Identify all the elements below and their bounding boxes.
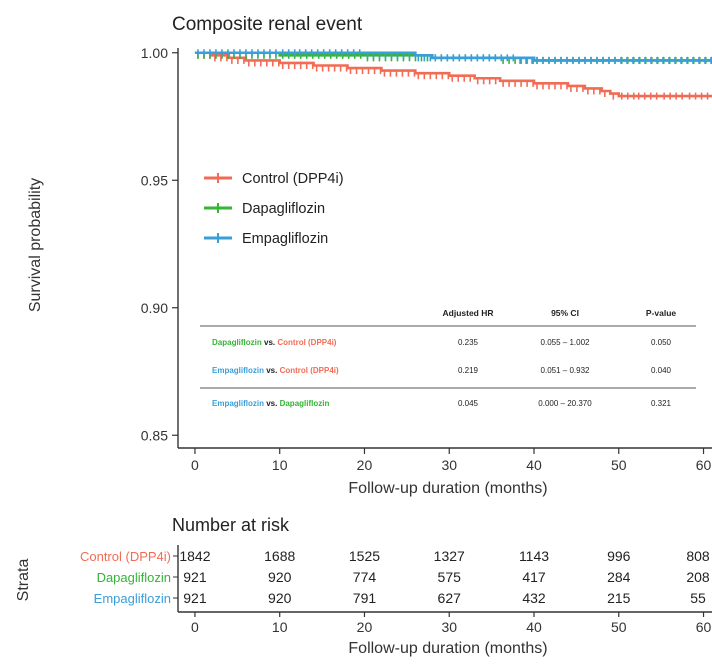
- risk-x-tick-label: 10: [272, 619, 288, 635]
- hr-value: 0.235: [458, 338, 479, 347]
- series-line: [194, 51, 712, 98]
- hr-table-header: 95% CI: [551, 308, 579, 318]
- x-tick-label: 30: [441, 457, 457, 473]
- risk-value: 575: [438, 569, 462, 585]
- risk-x-tick-label: 20: [357, 619, 373, 635]
- hr-row-group-b: Control (DPP4i): [280, 366, 339, 375]
- y-tick-label: 0.95: [141, 172, 168, 188]
- hr-row-vs: vs.: [264, 399, 280, 408]
- legend-label: Empagliflozin: [242, 231, 328, 247]
- legend-label: Control (DPP4i): [242, 171, 344, 187]
- hr-ci: 0.051 – 0.932: [541, 366, 590, 375]
- risk-value: 1842: [179, 548, 210, 564]
- risk-value: 791: [353, 590, 377, 606]
- risk-value: 627: [438, 590, 462, 606]
- risk-x-tick-label: 60: [696, 619, 712, 635]
- risk-x-axis-title: Follow-up duration (months): [348, 640, 547, 657]
- hr-value: 0.045: [458, 399, 479, 408]
- hr-row-vs: vs.: [264, 366, 280, 375]
- hr-row-label: Dapagliflozin vs. Control (DPP4i): [212, 338, 337, 347]
- risk-x-tick-label: 50: [611, 619, 627, 635]
- risk-value: 808: [686, 548, 710, 564]
- risk-value: 215: [607, 590, 631, 606]
- hr-table-header: P-value: [646, 308, 677, 318]
- risk-x-tick-label: 30: [441, 619, 457, 635]
- risk-y-axis-title: Strata: [15, 559, 32, 602]
- risk-value: 1688: [264, 548, 295, 564]
- hr-row-group-b: Control (DPP4i): [277, 338, 336, 347]
- hr-pvalue: 0.321: [651, 399, 672, 408]
- risk-value: 1327: [434, 548, 465, 564]
- risk-x-tick-label: 40: [526, 619, 542, 635]
- hr-ci: 0.000 – 20.370: [538, 399, 592, 408]
- risk-row-label: Control (DPP4i): [80, 549, 171, 564]
- hr-table: Adjusted HR 95% CI P-value Dapagliflozin vs…: [200, 308, 696, 408]
- risk-x-tick-label: 0: [191, 619, 199, 635]
- risk-table-title: Number at risk: [172, 515, 290, 535]
- x-tick-label: 50: [611, 457, 627, 473]
- risk-value: 921: [183, 569, 207, 585]
- hr-row-group-a: Empagliflozin: [212, 366, 264, 375]
- risk-value: 920: [268, 590, 292, 606]
- chart-title: Composite renal event: [172, 14, 363, 35]
- hr-pvalue: 0.050: [651, 338, 672, 347]
- risk-value: 284: [607, 569, 631, 585]
- y-axis-title: Survival probability: [27, 178, 44, 312]
- legend: Control (DPP4i) Dapagliflozin Empagliflozi…: [204, 171, 344, 247]
- hr-ci: 0.055 – 1.002: [541, 338, 590, 347]
- series-0: [194, 51, 712, 100]
- risk-value: 208: [686, 569, 710, 585]
- hr-row-group-a: Empagliflozin: [212, 399, 264, 408]
- risk-value: 920: [268, 569, 292, 585]
- y-tick-label: 1.00: [141, 45, 168, 61]
- risk-row-label: Dapagliflozin: [97, 570, 171, 585]
- hr-value: 0.219: [458, 366, 479, 375]
- risk-row-label: Empagliflozin: [94, 591, 171, 606]
- risk-value: 774: [353, 569, 377, 585]
- y-tick-label: 0.90: [141, 300, 168, 316]
- risk-value: 1525: [349, 548, 380, 564]
- risk-value: 417: [522, 569, 546, 585]
- y-tick-label: 0.85: [141, 427, 168, 443]
- x-tick-label: 10: [272, 457, 288, 473]
- hr-row-group-b: Dapagliflozin: [280, 399, 330, 408]
- km-axes: 0.85 0.90 0.95 1.00 0 10 20 30 40 50 60 Follow-up d…: [27, 45, 712, 497]
- hr-pvalue: 0.040: [651, 366, 672, 375]
- x-axis-title: Follow-up duration (months): [348, 480, 547, 497]
- risk-value: 996: [607, 548, 631, 564]
- x-tick-label: 60: [696, 457, 712, 473]
- x-tick-label: 0: [191, 457, 199, 473]
- risk-value: 432: [522, 590, 546, 606]
- legend-label: Dapagliflozin: [242, 201, 325, 217]
- hr-row-group-a: Dapagliflozin: [212, 338, 262, 347]
- hr-row-label: Empagliflozin vs. Dapagliflozin: [212, 399, 329, 408]
- x-tick-label: 40: [526, 457, 542, 473]
- risk-value: 55: [690, 590, 706, 606]
- risk-value: 1143: [519, 548, 549, 564]
- risk-value: 921: [183, 590, 207, 606]
- hr-row-vs: vs.: [262, 338, 278, 347]
- series-2: [194, 49, 712, 64]
- hr-row-label: Empagliflozin vs. Control (DPP4i): [212, 366, 339, 375]
- x-tick-label: 20: [357, 457, 373, 473]
- hr-table-header: Adjusted HR: [443, 308, 494, 318]
